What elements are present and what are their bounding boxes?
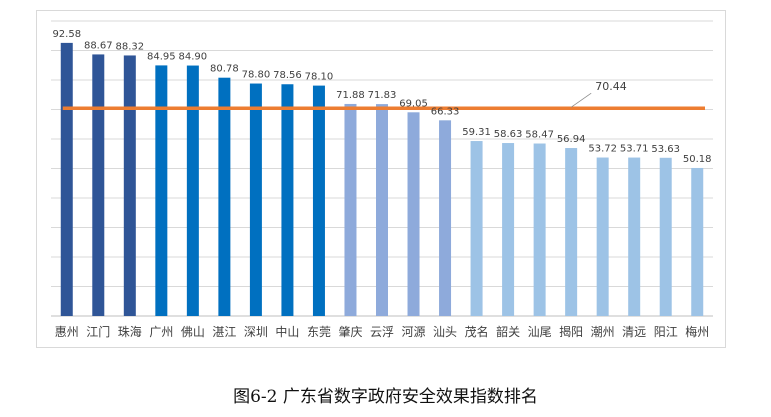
reference-label-leader [570, 92, 592, 108]
category-label: 江门 [86, 324, 110, 339]
figure-caption: 图6-2 广东省数字政府安全效果指数排名 [233, 387, 538, 407]
chart-frame: 70.44 92.58 88.67 88.32 84.95 84.90 80.78 78.8… [36, 10, 726, 348]
category-label: 阳江 [654, 325, 678, 339]
category-label: 揭阳 [559, 324, 583, 339]
category-label: 广州 [149, 325, 173, 339]
category-label: 清远 [622, 325, 646, 339]
value-label: 66.33 [431, 106, 460, 117]
bar [628, 157, 641, 316]
bar [312, 85, 325, 316]
bar [659, 157, 672, 316]
value-label: 78.56 [273, 70, 302, 81]
value-label: 78.10 [305, 72, 334, 83]
category-label: 韶关 [496, 324, 520, 339]
bar [565, 148, 578, 316]
bar [344, 103, 357, 316]
bar [218, 77, 231, 316]
category-labels: 惠州 江门 珠海 广州 佛山 湛江 深圳 中山 东莞 肇庆 云浮 河源 汕头 茂名 韶关 汕尾 揭阳 潮州 清远 阳江… [55, 324, 709, 339]
category-label: 惠州 [55, 325, 79, 339]
value-label: 84.90 [179, 52, 208, 63]
category-label: 河源 [402, 325, 426, 339]
category-label: 珠海 [118, 324, 142, 339]
value-label: 88.67 [84, 40, 113, 51]
value-label: 78.80 [242, 70, 271, 81]
bar [60, 42, 73, 316]
bar [92, 54, 105, 317]
value-label: 58.47 [525, 130, 554, 141]
value-label: 53.72 [588, 144, 617, 155]
category-label: 汕尾 [528, 325, 552, 339]
bar [470, 141, 483, 316]
bar [123, 55, 136, 317]
bar [281, 84, 294, 316]
bars [60, 42, 704, 317]
category-label: 肇庆 [338, 324, 362, 339]
reference-line-label: 70.44 [595, 80, 627, 93]
category-label: 东莞 [307, 325, 331, 339]
value-label: 84.95 [147, 51, 176, 62]
category-label: 湛江 [212, 325, 236, 339]
value-label: 53.63 [651, 144, 680, 155]
category-label: 佛山 [181, 325, 205, 339]
category-label: 中山 [275, 324, 299, 339]
category-label: 梅州 [685, 324, 709, 339]
category-label: 云浮 [370, 325, 394, 339]
value-label: 69.05 [399, 98, 428, 109]
category-label: 茂名 [465, 324, 489, 339]
bar [502, 143, 515, 316]
value-label: 71.83 [368, 90, 397, 101]
value-label: 88.32 [115, 41, 144, 52]
bar [691, 167, 704, 316]
bar [596, 157, 609, 316]
bar [249, 83, 262, 316]
category-label: 深圳 [244, 325, 268, 339]
value-label: 59.31 [462, 127, 491, 138]
bar [155, 65, 168, 317]
bar [533, 143, 546, 316]
category-label: 汕头 [433, 325, 457, 339]
value-label: 92.58 [52, 29, 81, 40]
value-label: 56.94 [557, 134, 586, 145]
value-label: 80.78 [210, 64, 239, 75]
value-label: 50.18 [683, 154, 712, 165]
bar [439, 120, 452, 316]
category-label: 潮州 [591, 324, 615, 339]
reference-line-group: 70.44 [62, 80, 705, 110]
bar [186, 65, 199, 316]
value-label: 58.63 [494, 129, 523, 140]
value-label: 53.71 [620, 144, 649, 155]
bar [407, 112, 420, 317]
value-label: 71.88 [336, 90, 365, 101]
bar [376, 104, 388, 316]
